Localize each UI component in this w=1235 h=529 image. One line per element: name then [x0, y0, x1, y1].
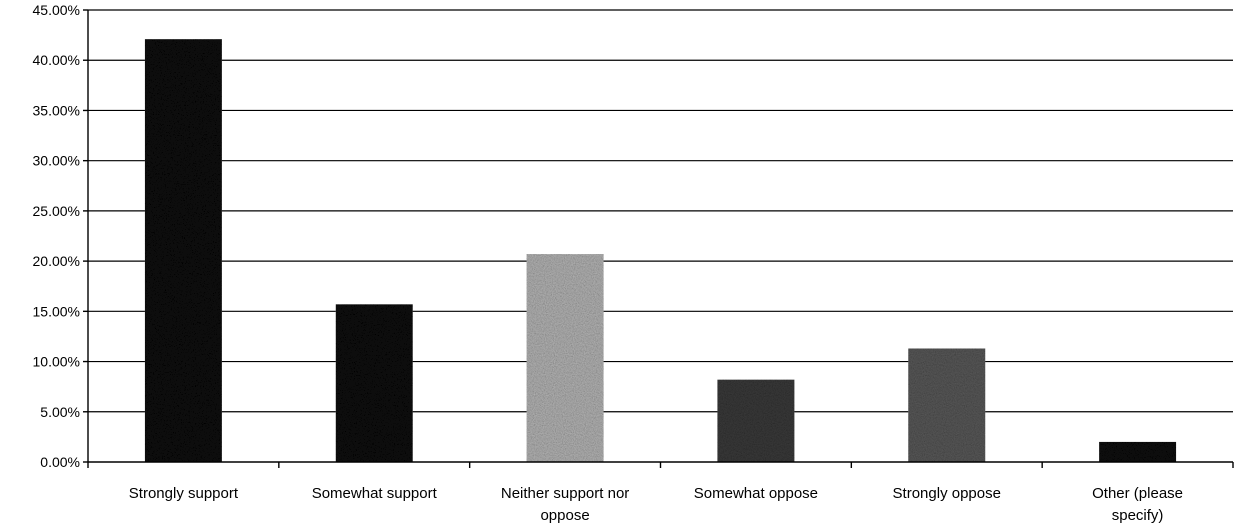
y-tick-label: 30.00% — [33, 153, 80, 169]
y-tick-label: 10.00% — [33, 354, 80, 370]
axes — [87, 10, 1234, 468]
bar — [1099, 441, 1177, 462]
bar — [717, 379, 795, 462]
x-tick-label: Neither support nor oppose — [501, 485, 629, 524]
y-tick-label: 40.00% — [33, 52, 80, 68]
bar — [335, 304, 413, 462]
bars — [144, 39, 1177, 463]
y-tick-label: 0.00% — [40, 454, 80, 470]
x-tick-label: Strongly support — [129, 485, 239, 502]
bar — [144, 39, 222, 463]
x-tick-label: Somewhat support — [312, 485, 438, 502]
y-tick-labels: 0.00% 5.00% 10.00% 15.00% 20.00% 25.00% 30.00%… — [33, 2, 88, 470]
y-tick-label: 35.00% — [33, 102, 80, 118]
x-category-labels: Strongly support Somewhat support Neither … — [129, 485, 1183, 524]
x-tick-label: Strongly oppose — [893, 485, 1001, 502]
bar — [908, 348, 986, 462]
y-tick-label: 5.00% — [40, 404, 80, 420]
y-tick-label: 45.00% — [33, 2, 80, 18]
y-tick-label: 20.00% — [33, 253, 80, 269]
bar — [526, 254, 604, 462]
x-tick-label: Other (please specify) — [1092, 485, 1183, 524]
gridlines — [88, 9, 1233, 413]
y-tick-label: 25.00% — [33, 203, 80, 219]
y-tick-label: 15.00% — [33, 303, 80, 319]
x-tick-label: Somewhat oppose — [694, 485, 818, 502]
